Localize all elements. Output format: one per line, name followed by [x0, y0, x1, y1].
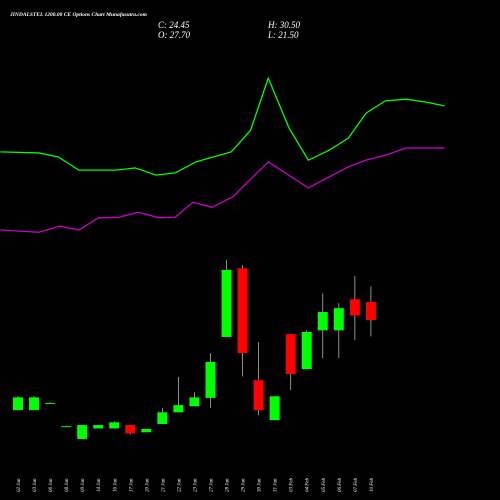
x-tick-label: 02 Jan	[17, 478, 22, 492]
candle-body	[269, 396, 280, 421]
candle-body	[317, 312, 328, 331]
candle-body	[285, 334, 296, 375]
x-tick-label: 03 Feb	[290, 477, 295, 492]
candle-body	[253, 380, 264, 411]
x-tick-label: 30 Jan	[258, 478, 263, 492]
candle-body	[61, 426, 72, 428]
chart-title: JINDALSTEL 1200.00 CE Options Chart Muna…	[9, 12, 148, 18]
candle-body	[173, 405, 184, 413]
candle-body	[13, 397, 24, 411]
x-tick-label: 07 Feb	[354, 477, 359, 492]
indicator-line	[0, 147, 445, 233]
candle-body	[349, 299, 360, 316]
candle-body	[205, 361, 216, 398]
candle-body	[45, 402, 56, 404]
candle-body	[221, 269, 232, 337]
candle-body	[301, 331, 312, 370]
indicator-line	[0, 76, 445, 176]
x-tick-label: 10 Feb	[370, 477, 375, 492]
candle-body	[29, 397, 40, 411]
x-tick-label: 06 Jan	[49, 478, 54, 492]
candle-body	[237, 268, 248, 354]
candle-body	[77, 425, 88, 439]
ohlc-label: O: 27.70	[158, 30, 190, 40]
x-tick-label: 06 Feb	[338, 477, 343, 492]
candle-body	[93, 425, 104, 429]
candle-body	[333, 308, 344, 331]
x-tick-label: 05 Feb	[322, 477, 327, 492]
x-tick-label: 04 Feb	[306, 477, 311, 492]
x-tick-label: 22 Jan	[177, 478, 182, 492]
x-tick-label: 28 Jan	[226, 478, 231, 492]
x-tick-label: 03 Jan	[33, 478, 38, 492]
x-tick-label: 27 Jan	[209, 478, 214, 492]
candle-body	[141, 428, 152, 433]
x-tick-label: 17 Jan	[129, 478, 134, 492]
x-tick-label: 21 Jan	[161, 478, 166, 492]
x-tick-label: 08 Jan	[65, 478, 70, 492]
x-tick-label: 14 Jan	[97, 478, 102, 492]
x-tick-label: 23 Jan	[193, 478, 198, 492]
candle-body	[365, 302, 376, 321]
x-tick-label: 29 Jan	[242, 478, 247, 492]
ohlc-label: H: 30.50	[267, 20, 300, 30]
x-tick-label: 16 Jan	[113, 478, 118, 492]
candle-body	[109, 422, 120, 429]
ohlc-label: L: 21.50	[267, 30, 299, 40]
candle-body	[189, 397, 200, 407]
ohlc-label: C: 24.45	[158, 20, 190, 30]
x-tick-label: 09 Jan	[81, 478, 86, 492]
candle-body	[157, 412, 168, 424]
x-tick-label: 20 Jan	[145, 478, 150, 492]
candle-body	[125, 425, 136, 434]
x-tick-label: 31 Jan	[274, 478, 279, 492]
